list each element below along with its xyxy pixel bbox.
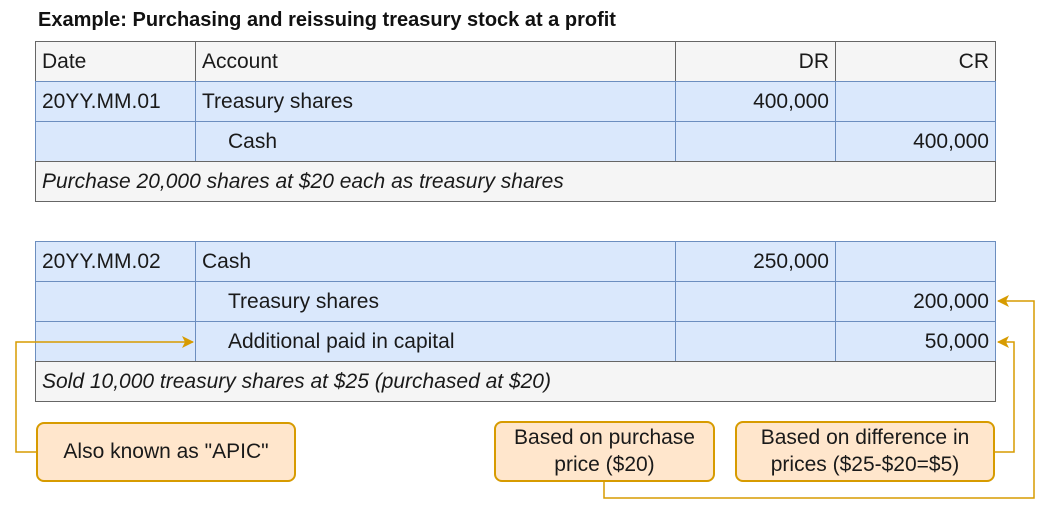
apic-connector [15, 336, 194, 453]
row2-cr: 400,000 [835, 121, 996, 162]
row1-cr [835, 81, 996, 122]
difference-line2: prices ($25-$20=$5) [770, 452, 960, 476]
purchase-price-callout: Based on purchase price ($20) [494, 421, 715, 482]
row3-cr [835, 241, 996, 282]
purchase-note: Purchase 20,000 shares at $20 each as tr… [35, 161, 996, 202]
row3-date: 20YY.MM.02 [35, 241, 196, 282]
row3-account: Cash [195, 241, 676, 282]
header-cr: CR [835, 41, 996, 82]
difference-callout: Based on difference in prices ($25-$20=$… [735, 421, 995, 482]
difference-line1: Based on difference in [760, 426, 970, 450]
row2-date [35, 121, 196, 162]
diagram-title: Example: Purchasing and reissuing treasu… [38, 9, 616, 31]
row1-date: 20YY.MM.01 [35, 81, 196, 122]
row5-account: Additional paid in capital [195, 321, 676, 362]
row4-dr [675, 281, 836, 322]
row1-dr: 400,000 [675, 81, 836, 122]
difference-connector [995, 336, 1015, 453]
purchase-price-line1: Based on purchase [514, 426, 695, 450]
row4-date [35, 281, 196, 322]
apic-callout: Also known as "APIC" [36, 422, 296, 482]
apic-callout-text: Also known as "APIC" [63, 439, 269, 463]
row4-account: Treasury shares [195, 281, 676, 322]
row5-cr: 50,000 [835, 321, 996, 362]
row2-dr [675, 121, 836, 162]
reissue-note: Sold 10,000 treasury shares at $25 (purc… [35, 361, 996, 402]
row1-account: Treasury shares [195, 81, 676, 122]
row4-cr: 200,000 [835, 281, 996, 322]
purchase-price-line2: price ($20) [554, 452, 655, 476]
purchase-price-connector [603, 295, 1035, 499]
